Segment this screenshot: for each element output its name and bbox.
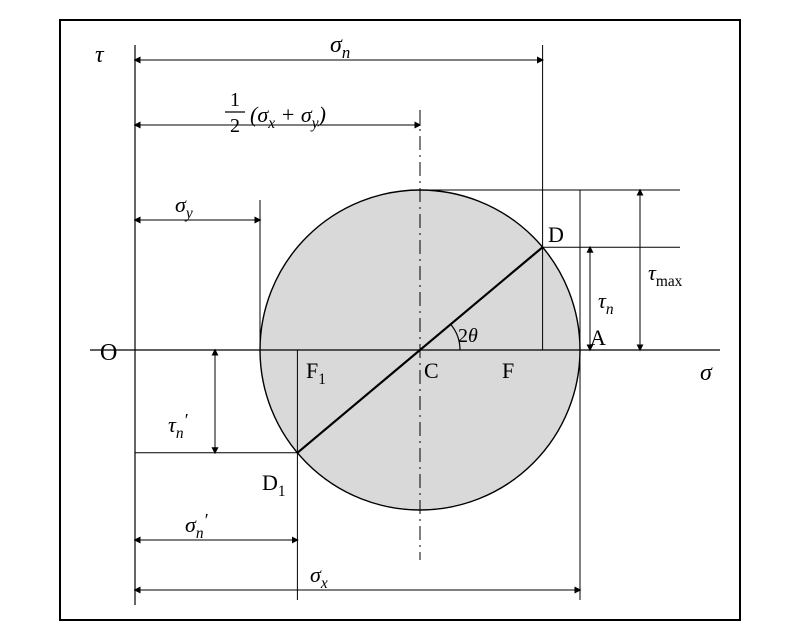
point-A: A: [590, 325, 606, 350]
angle-label: 2θ: [458, 325, 478, 347]
point-C: C: [424, 358, 439, 383]
svg-text:1: 1: [230, 89, 240, 111]
tau-axis-label: τ: [95, 42, 105, 68]
sigma-axis-label: σ: [700, 360, 713, 386]
svg-text:2: 2: [230, 115, 240, 137]
mohrs-circle-diagram: τ O σ σn 1 2 (σx + σy) σy σn′ σx τmax τn…: [0, 0, 800, 641]
point-D: D: [548, 222, 564, 247]
origin-label: O: [100, 340, 117, 366]
point-F: F: [502, 358, 514, 383]
